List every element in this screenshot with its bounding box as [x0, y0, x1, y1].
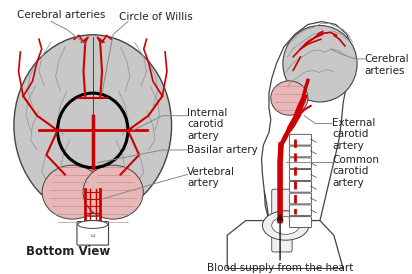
FancyBboxPatch shape [289, 181, 311, 192]
Ellipse shape [283, 25, 357, 102]
Text: Internal
carotid
artery: Internal carotid artery [187, 108, 228, 141]
Ellipse shape [42, 165, 103, 219]
FancyBboxPatch shape [272, 189, 292, 252]
Text: Circle of Willis: Circle of Willis [119, 12, 192, 22]
Polygon shape [227, 221, 343, 269]
Text: ω: ω [90, 233, 95, 238]
Text: Bottom View: Bottom View [26, 245, 110, 258]
Ellipse shape [262, 211, 309, 240]
Ellipse shape [271, 81, 308, 115]
Ellipse shape [14, 35, 171, 216]
Text: Cerebral arteries: Cerebral arteries [17, 10, 105, 20]
FancyBboxPatch shape [289, 193, 311, 204]
FancyBboxPatch shape [289, 146, 311, 157]
Ellipse shape [83, 165, 143, 219]
FancyBboxPatch shape [289, 205, 311, 216]
FancyBboxPatch shape [289, 158, 311, 169]
Ellipse shape [78, 221, 108, 229]
Ellipse shape [272, 217, 300, 234]
Text: Vertebral
artery: Vertebral artery [187, 167, 235, 188]
Text: Cerebral
arteries: Cerebral arteries [365, 54, 409, 76]
Polygon shape [262, 22, 352, 221]
Text: Blood supply from the heart: Blood supply from the heart [207, 263, 353, 273]
Text: Basilar artery: Basilar artery [187, 145, 258, 155]
FancyBboxPatch shape [77, 222, 108, 245]
Text: Common
carotid
artery: Common carotid artery [332, 155, 379, 188]
Text: External
carotid
artery: External carotid artery [332, 118, 375, 151]
FancyBboxPatch shape [289, 170, 311, 180]
FancyBboxPatch shape [289, 134, 311, 145]
FancyBboxPatch shape [289, 217, 311, 227]
